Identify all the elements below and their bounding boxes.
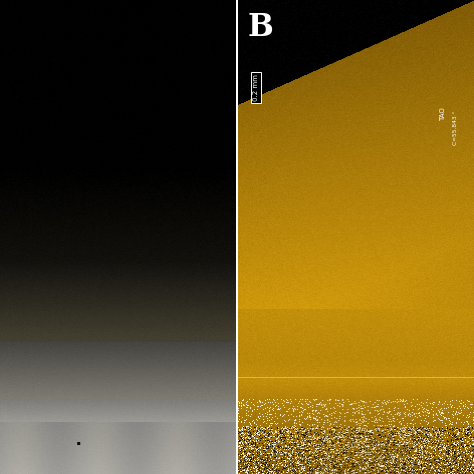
Text: C=55.843 °: C=55.843 ° <box>453 111 458 145</box>
Text: B: B <box>248 12 273 43</box>
Text: 0.2 mm: 0.2 mm <box>253 74 259 101</box>
Text: TAO: TAO <box>440 107 447 121</box>
